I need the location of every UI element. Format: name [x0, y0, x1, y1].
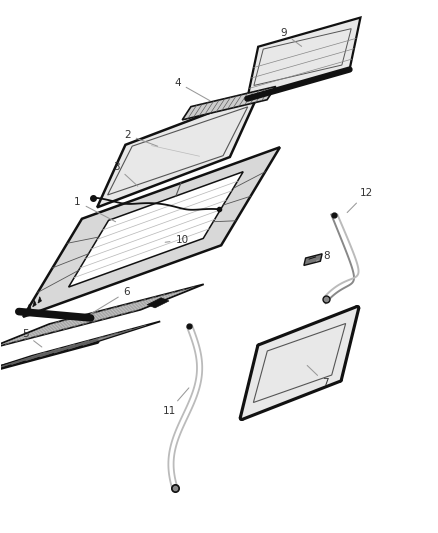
Polygon shape: [182, 86, 276, 120]
Polygon shape: [23, 147, 280, 317]
Text: 3: 3: [113, 162, 138, 186]
Text: 10: 10: [165, 235, 189, 245]
Polygon shape: [33, 301, 36, 307]
Text: 12: 12: [347, 188, 373, 213]
Text: 5: 5: [22, 329, 42, 347]
Polygon shape: [0, 284, 204, 350]
Text: 8: 8: [316, 251, 330, 261]
Text: 7: 7: [307, 366, 329, 388]
Text: 11: 11: [162, 388, 189, 416]
Polygon shape: [242, 308, 357, 418]
Polygon shape: [247, 18, 360, 99]
Polygon shape: [97, 94, 258, 207]
Text: 4: 4: [174, 77, 210, 101]
Polygon shape: [28, 304, 31, 311]
Polygon shape: [242, 308, 357, 418]
Text: 2: 2: [124, 130, 158, 146]
Polygon shape: [38, 297, 42, 303]
Polygon shape: [304, 254, 322, 265]
Polygon shape: [69, 172, 243, 287]
Polygon shape: [147, 298, 169, 308]
Polygon shape: [0, 321, 160, 376]
Text: 6: 6: [91, 287, 130, 314]
Text: 1: 1: [74, 197, 116, 222]
Text: 9: 9: [280, 28, 302, 46]
